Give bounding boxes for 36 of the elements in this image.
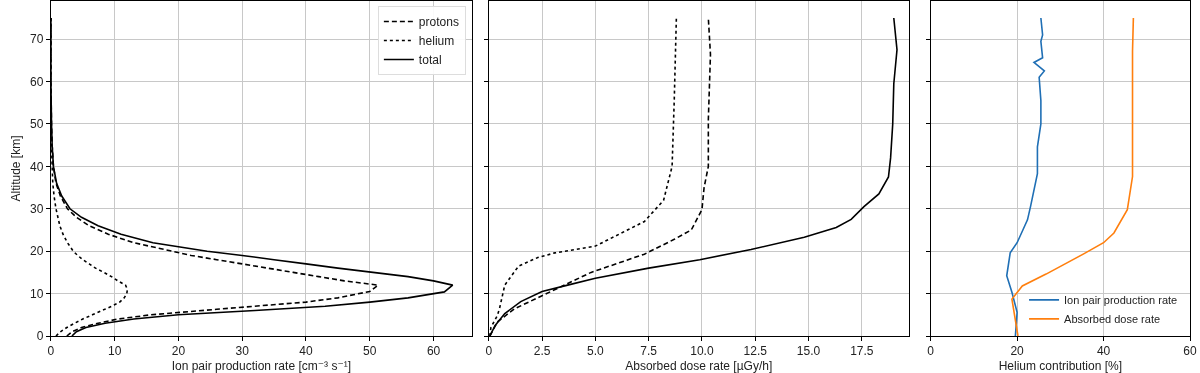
- x-tick-label: 10.0: [690, 344, 714, 359]
- y-tick-label: 10: [30, 286, 44, 301]
- y-tick-label: 70: [30, 32, 44, 47]
- x-tick-label: 10: [107, 344, 122, 359]
- x-tick-label: 40: [1096, 344, 1111, 359]
- x-tick-label: 12.5: [743, 344, 768, 359]
- y-tick-label: 30: [30, 201, 44, 216]
- x-axis-title: Ion pair production rate [cm⁻³ s⁻¹]: [171, 359, 352, 373]
- x-tick-label: 50: [363, 344, 377, 359]
- x-tick-label: 2.5: [533, 344, 551, 359]
- y-tick-label: 0: [36, 329, 44, 344]
- x-tick-label: 15.0: [796, 344, 821, 359]
- legend-label: Absorbed dose rate: [1064, 313, 1161, 326]
- x-tick-label: 0: [485, 344, 493, 359]
- x-tick-label: 0: [927, 344, 935, 359]
- x-tick-label: 30: [235, 344, 250, 359]
- x-axis-title: Helium contribution [%]: [998, 359, 1123, 373]
- x-tick-label: 20: [171, 344, 186, 359]
- y-tick-label: 60: [30, 74, 44, 89]
- legend-label: protons: [418, 15, 459, 30]
- x-tick-label: 20: [1010, 344, 1025, 359]
- y-axis-title: Altitude [km]: [9, 135, 24, 202]
- legend-label: Ion pair production rate: [1064, 294, 1178, 307]
- y-tick-label: 50: [30, 117, 44, 132]
- x-tick-label: 60: [426, 344, 441, 359]
- x-tick-label: 5.0: [587, 344, 605, 359]
- x-tick-label: 60: [1183, 344, 1197, 359]
- legend-label: total: [418, 53, 442, 68]
- x-tick-label: 17.5: [850, 344, 874, 359]
- x-tick-label: 7.5: [640, 344, 658, 359]
- legend-label: helium: [418, 34, 455, 49]
- y-tick-label: 20: [30, 244, 44, 259]
- x-tick-label: 40: [299, 344, 313, 359]
- x-axis-title: Absorbed dose rate [µGy/h]: [625, 359, 773, 373]
- y-tick-label: 40: [30, 159, 44, 174]
- x-tick-label: 0: [47, 344, 55, 359]
